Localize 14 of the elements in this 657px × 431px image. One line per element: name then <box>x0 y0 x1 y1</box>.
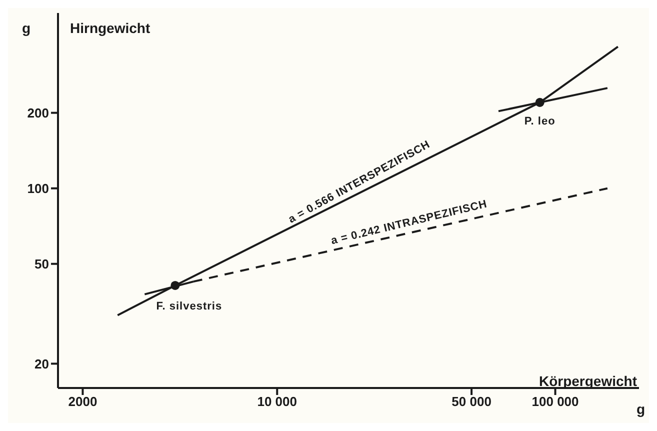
annotation: P. leo <box>524 115 556 128</box>
y-tick-label: 200 <box>27 105 49 120</box>
y-axis-title: Hirngewicht <box>70 20 150 36</box>
x-tick-label: 10 000 <box>257 394 298 410</box>
x-axis-title: Körpergewicht <box>538 373 637 389</box>
x-tick-label: 2000 <box>68 394 98 410</box>
text: g <box>22 20 31 36</box>
text: g <box>636 401 645 417</box>
y-tick-label: 100 <box>27 180 49 196</box>
y-tick-label: 50 <box>34 256 49 272</box>
y-tick-label: 20 <box>34 356 49 372</box>
annotation: F. silvestris <box>156 300 222 312</box>
x-tick-label: 100 000 <box>532 394 579 410</box>
x-tick-label: 50 000 <box>452 394 492 410</box>
